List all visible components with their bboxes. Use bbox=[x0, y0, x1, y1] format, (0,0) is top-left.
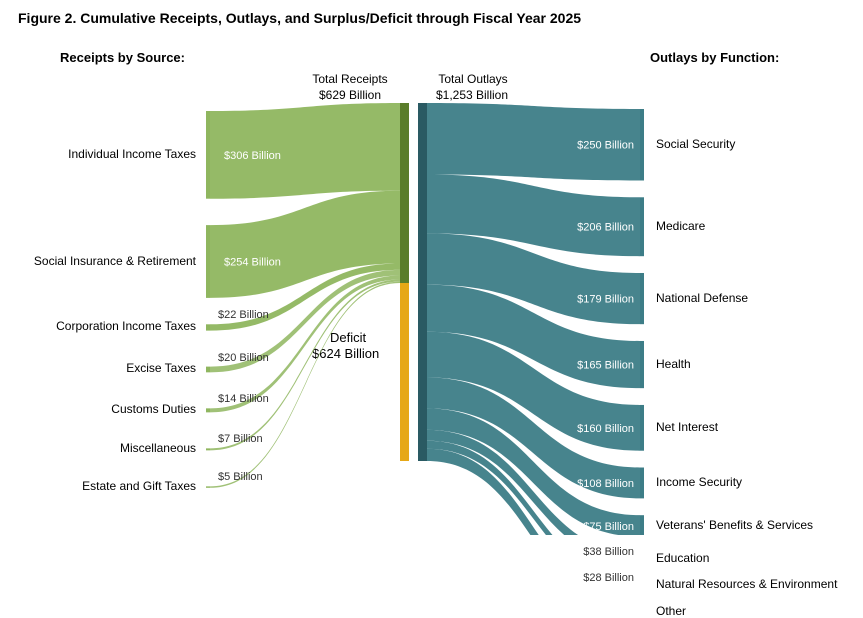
receipt-amount: $20 Billion bbox=[218, 352, 269, 364]
outlay-label: Education bbox=[656, 551, 709, 565]
receipt-label: Miscellaneous bbox=[120, 441, 196, 455]
outlay-label: Net Interest bbox=[656, 420, 718, 434]
receipt-amount: $22 Billion bbox=[218, 309, 269, 321]
receipt-label: Customs Duties bbox=[111, 402, 196, 416]
outlay-amount: $108 Billion bbox=[577, 478, 634, 490]
outlay-label: Social Security bbox=[656, 137, 735, 151]
receipt-amount: $14 Billion bbox=[218, 393, 269, 405]
outlay-label: National Defense bbox=[656, 291, 748, 305]
outlay-amount: $28 Billion bbox=[583, 572, 634, 584]
outlay-amount: $75 Billion bbox=[583, 521, 634, 533]
receipt-amount: $7 Billion bbox=[218, 433, 263, 445]
outlay-amount: $250 Billion bbox=[577, 140, 634, 152]
receipt-label: Individual Income Taxes bbox=[68, 147, 196, 161]
receipt-label: Excise Taxes bbox=[126, 361, 196, 375]
outlay-amount: $160 Billion bbox=[577, 423, 634, 435]
outlay-label: Medicare bbox=[656, 219, 705, 233]
outlay-amount: $38 Billion bbox=[583, 546, 634, 558]
receipt-amount: $306 Billion bbox=[224, 150, 281, 162]
receipt-amount: $5 Billion bbox=[218, 471, 263, 483]
outlay-amount: $165 Billion bbox=[577, 360, 634, 372]
outlay-amount: $206 Billion bbox=[577, 222, 634, 234]
receipt-amount: $254 Billion bbox=[224, 257, 281, 269]
receipt-label: Social Insurance & Retirement bbox=[34, 254, 196, 268]
outlay-label: Health bbox=[656, 357, 691, 371]
outlay-label: Income Security bbox=[656, 475, 742, 489]
receipt-label: Corporation Income Taxes bbox=[56, 319, 196, 333]
outlay-label: Veterans' Benefits & Services bbox=[656, 518, 813, 532]
receipt-label: Estate and Gift Taxes bbox=[82, 479, 196, 493]
outlay-label: Natural Resources & Environment bbox=[656, 577, 837, 591]
outlay-label: Other bbox=[656, 604, 686, 618]
outlay-amount: $179 Billion bbox=[577, 294, 634, 306]
